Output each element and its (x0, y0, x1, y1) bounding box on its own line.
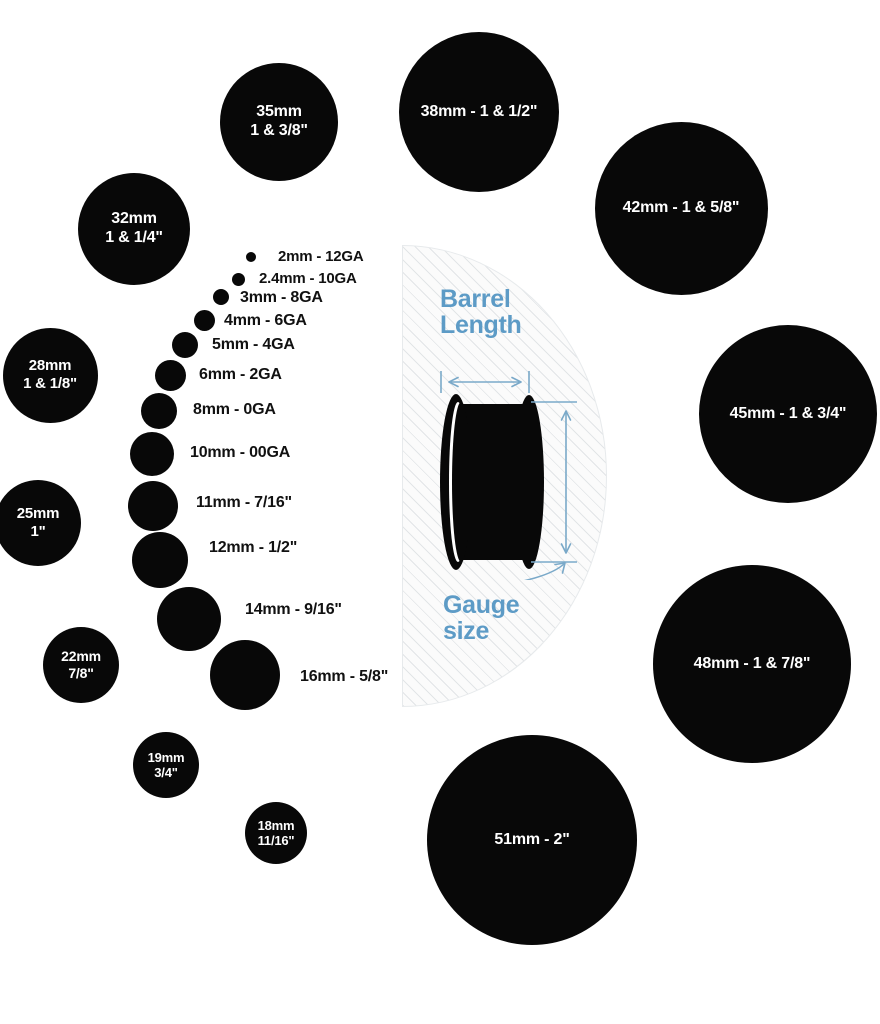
gauge-size-callout: Gauge size (443, 591, 520, 646)
gauge-dot-16mm (210, 640, 280, 710)
size-circle-label: 22mm 7/8" (61, 648, 101, 681)
size-circle-28mm: 28mm 1 & 1/8" (2, 327, 98, 423)
size-circle-38mm: 38mm - 1 & 1/2" (399, 32, 559, 192)
size-circle-32mm: 32mm 1 & 1/4" (78, 173, 190, 285)
gauge-dot-12mm (132, 532, 188, 588)
gauge-dot-10mm (130, 432, 174, 476)
gauge-label-10mm: 10mm - 00GA (190, 444, 291, 461)
gauge-dot-14mm (157, 587, 221, 651)
gauge-label-4mm: 4mm - 6GA (224, 312, 307, 329)
size-circle-label: 45mm - 1 & 3/4" (729, 404, 847, 422)
barrel-length-dimension (440, 371, 530, 393)
size-circle-label: 25mm 1" (16, 505, 60, 540)
gauge-dot-2mm (246, 252, 256, 262)
gauge-label-16mm: 16mm - 5/8" (300, 668, 389, 685)
gauge-dot-6mm (154, 359, 186, 391)
size-circle-label: 19mm 3/4" (147, 749, 185, 780)
size-circle-19mm: 19mm 3/4" (133, 732, 199, 798)
gauge-label-14mm: 14mm - 9/16" (245, 601, 342, 618)
size-circle-35mm: 35mm 1 & 3/8" (220, 63, 338, 181)
gauge-dot-4mm (193, 309, 215, 331)
size-circle-label: 35mm 1 & 3/8" (250, 103, 308, 139)
gauge-dot-3mm (213, 289, 229, 305)
size-circle-25mm: 25mm 1" (0, 480, 81, 566)
gauge-label-8mm: 8mm - 0GA (193, 401, 276, 418)
size-circle-label: 51mm - 2" (494, 830, 570, 848)
gauge-label-6mm: 6mm - 2GA (199, 366, 282, 383)
gauge-dot-2.4mm (231, 272, 245, 286)
size-circle-42mm: 42mm - 1 & 5/8" (594, 121, 768, 295)
gauge-dot-8mm (141, 393, 177, 429)
size-circle-18mm: 18mm 11/16" (245, 802, 307, 864)
size-circle-22mm: 22mm 7/8" (43, 627, 119, 703)
gauge-dot-5mm (172, 332, 198, 358)
size-circle-label: 42mm - 1 & 5/8" (622, 198, 740, 216)
plug-body (440, 394, 544, 570)
size-circle-label: 28mm 1 & 1/8" (23, 357, 77, 392)
gauge-label-11mm: 11mm - 7/16" (196, 494, 292, 511)
size-circle-45mm: 45mm - 1 & 3/4" (699, 325, 877, 503)
size-circle-label: 32mm 1 & 1/4" (105, 210, 163, 246)
gauge-dot-11mm (128, 481, 178, 531)
size-circle-48mm: 48mm - 1 & 7/8" (653, 565, 851, 763)
gauge-size-dimension (523, 401, 577, 580)
size-circle-label: 18mm 11/16" (257, 817, 295, 848)
gauge-label-3mm: 3mm - 8GA (240, 289, 323, 306)
size-circle-label: 38mm - 1 & 1/2" (420, 102, 538, 120)
plug-illustration (440, 371, 577, 580)
gauge-label-2.4mm: 2.4mm - 10GA (259, 270, 357, 287)
gauge-label-5mm: 5mm - 4GA (212, 336, 295, 353)
size-circle-51mm: 51mm - 2" (427, 735, 637, 945)
size-circle-label: 48mm - 1 & 7/8" (693, 654, 811, 672)
gauge-label-2mm: 2mm - 12GA (278, 248, 364, 265)
barrel-length-callout: Barrel Length (440, 285, 522, 340)
gauge-label-12mm: 12mm - 1/2" (209, 539, 298, 556)
